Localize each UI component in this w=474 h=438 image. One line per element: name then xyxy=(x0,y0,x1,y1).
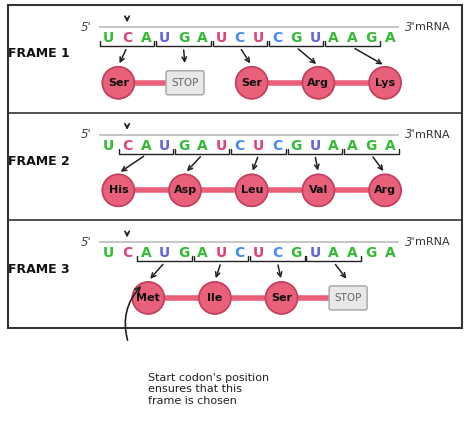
FancyBboxPatch shape xyxy=(166,71,204,95)
Text: STOP: STOP xyxy=(171,78,199,88)
Circle shape xyxy=(199,282,231,314)
Text: A: A xyxy=(328,31,339,45)
Text: A: A xyxy=(328,246,339,260)
Text: 3': 3' xyxy=(405,128,415,141)
Text: Arg: Arg xyxy=(308,78,329,88)
Text: C: C xyxy=(272,139,283,153)
Text: U: U xyxy=(253,139,264,153)
Text: A: A xyxy=(197,31,208,45)
Text: G: G xyxy=(365,139,377,153)
Text: G: G xyxy=(178,31,189,45)
Text: U: U xyxy=(159,31,170,45)
Text: C: C xyxy=(122,246,132,260)
Text: U: U xyxy=(103,31,114,45)
Circle shape xyxy=(102,174,134,206)
FancyBboxPatch shape xyxy=(329,286,367,310)
Text: U: U xyxy=(215,31,227,45)
Text: C: C xyxy=(235,31,245,45)
Text: Lys: Lys xyxy=(375,78,395,88)
Circle shape xyxy=(369,67,401,99)
Text: mRNA: mRNA xyxy=(415,130,449,140)
Text: A: A xyxy=(347,139,358,153)
Circle shape xyxy=(236,67,268,99)
Text: C: C xyxy=(272,246,283,260)
Text: U: U xyxy=(215,139,227,153)
Text: G: G xyxy=(365,246,377,260)
Text: His: His xyxy=(109,185,128,195)
Text: A: A xyxy=(197,246,208,260)
Text: mRNA: mRNA xyxy=(415,22,449,32)
Text: G: G xyxy=(178,139,189,153)
Text: A: A xyxy=(385,31,395,45)
Text: Val: Val xyxy=(309,185,328,195)
Text: Ile: Ile xyxy=(207,293,222,303)
Text: A: A xyxy=(140,139,151,153)
Circle shape xyxy=(265,282,298,314)
Text: A: A xyxy=(385,139,395,153)
Circle shape xyxy=(102,67,134,99)
Text: A: A xyxy=(347,31,358,45)
Text: 3': 3' xyxy=(405,21,415,34)
Text: U: U xyxy=(253,31,264,45)
Text: FRAME 1: FRAME 1 xyxy=(8,47,69,60)
Text: 3': 3' xyxy=(405,236,415,249)
Text: Ser: Ser xyxy=(271,293,292,303)
Text: FRAME 3: FRAME 3 xyxy=(8,263,69,276)
Circle shape xyxy=(302,174,334,206)
Circle shape xyxy=(302,67,334,99)
Text: U: U xyxy=(159,139,170,153)
Text: Start codon's position
ensures that this
frame is chosen: Start codon's position ensures that this… xyxy=(148,373,269,406)
Text: Arg: Arg xyxy=(374,185,396,195)
Bar xyxy=(9,5,462,328)
Circle shape xyxy=(236,174,268,206)
Text: G: G xyxy=(291,31,302,45)
Text: Asp: Asp xyxy=(173,185,197,195)
Text: STOP: STOP xyxy=(335,293,362,303)
Circle shape xyxy=(132,282,164,314)
Text: U: U xyxy=(215,246,227,260)
Text: G: G xyxy=(178,246,189,260)
Text: A: A xyxy=(197,139,208,153)
Text: U: U xyxy=(103,246,114,260)
Text: 5': 5' xyxy=(81,236,92,249)
Text: Leu: Leu xyxy=(240,185,263,195)
Text: Met: Met xyxy=(137,293,160,303)
Text: A: A xyxy=(140,246,151,260)
Text: U: U xyxy=(159,246,170,260)
Text: C: C xyxy=(122,139,132,153)
Text: C: C xyxy=(235,246,245,260)
Text: Ser: Ser xyxy=(241,78,262,88)
Text: U: U xyxy=(253,246,264,260)
Text: A: A xyxy=(140,31,151,45)
Text: 5': 5' xyxy=(81,128,92,141)
Text: 5': 5' xyxy=(81,21,92,34)
Text: C: C xyxy=(122,31,132,45)
Text: mRNA: mRNA xyxy=(415,237,449,247)
Text: A: A xyxy=(328,139,339,153)
Text: Ser: Ser xyxy=(108,78,129,88)
Text: G: G xyxy=(291,139,302,153)
Text: C: C xyxy=(272,31,283,45)
Text: U: U xyxy=(310,139,320,153)
Text: U: U xyxy=(310,31,320,45)
Text: G: G xyxy=(291,246,302,260)
Text: A: A xyxy=(385,246,395,260)
Text: U: U xyxy=(310,246,320,260)
Text: FRAME 2: FRAME 2 xyxy=(8,155,69,168)
Circle shape xyxy=(369,174,401,206)
Circle shape xyxy=(169,174,201,206)
Text: U: U xyxy=(103,139,114,153)
Text: G: G xyxy=(365,31,377,45)
Text: A: A xyxy=(347,246,358,260)
Text: C: C xyxy=(235,139,245,153)
